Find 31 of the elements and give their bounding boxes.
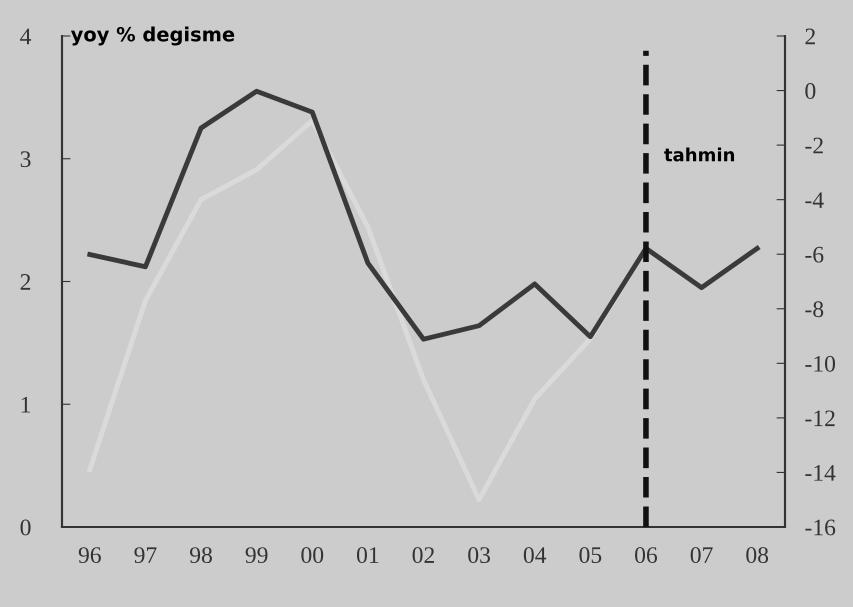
y-tick-label: 2 xyxy=(20,274,30,290)
x-tick-label: 01 xyxy=(356,547,378,564)
x-tick-label: 96 xyxy=(78,547,101,564)
x-tick-label: 00 xyxy=(301,547,324,564)
y-tick-label: 1 xyxy=(22,396,30,412)
y2-tick-label: -4 xyxy=(805,192,824,208)
y2-tick-label: -2 xyxy=(805,138,823,154)
y2-tick-label: 0 xyxy=(805,83,816,99)
x-tick-label: 99 xyxy=(246,547,268,564)
x-tick-label: 97 xyxy=(134,547,157,564)
x-tick-label: 02 xyxy=(412,547,434,564)
y2-tick-label: 2 xyxy=(805,28,815,44)
y2-tick-label: -12 xyxy=(805,410,835,426)
x-tick-label: 05 xyxy=(579,547,602,564)
y2-tick-label: -6 xyxy=(805,246,824,263)
y-tick-label: 4 xyxy=(20,28,32,44)
y2-tick-label: -8 xyxy=(805,301,824,318)
annotation: tahmin xyxy=(664,148,734,162)
y2-tick-label: -10 xyxy=(805,356,836,372)
x-tick-label: 98 xyxy=(190,547,212,564)
x-tick-label: 07 xyxy=(690,547,713,564)
y-tick-label: 3 xyxy=(20,151,31,168)
y2-tick-label: -14 xyxy=(805,465,836,481)
x-tick-label: 06 xyxy=(635,547,658,564)
x-tick-label: 03 xyxy=(468,547,490,564)
x-tick-label: 04 xyxy=(524,547,546,564)
y-tick-label: 0 xyxy=(20,519,31,536)
y-axis-title: yoy % degisme xyxy=(70,26,234,46)
y2-tick-label: -16 xyxy=(805,520,836,536)
x-tick-label: 08 xyxy=(746,547,768,564)
line-series xyxy=(87,88,760,342)
